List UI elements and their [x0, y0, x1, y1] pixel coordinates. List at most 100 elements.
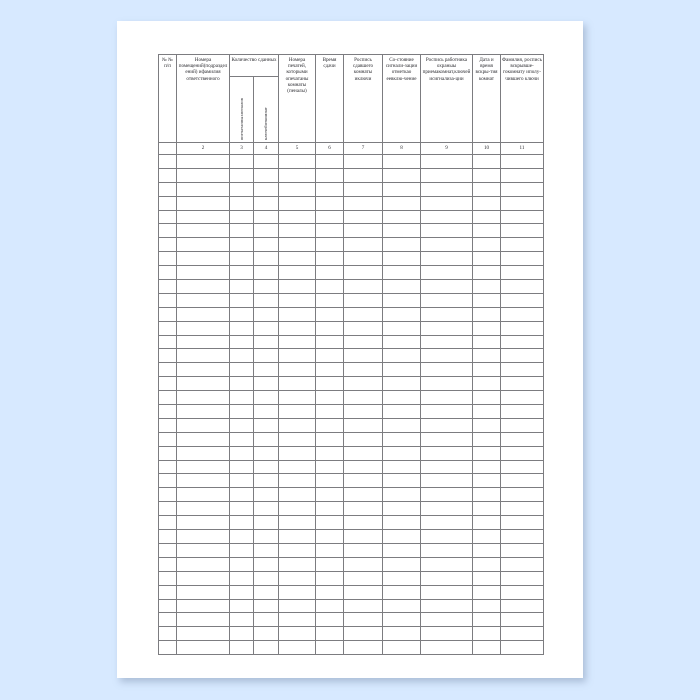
table-cell-empty[interactable]	[253, 279, 279, 294]
table-row[interactable]	[158, 515, 544, 531]
table-cell-empty[interactable]	[176, 195, 230, 211]
table-cell-empty[interactable]	[229, 431, 254, 447]
table-cell-empty[interactable]	[158, 167, 177, 183]
table-cell-empty[interactable]	[472, 154, 501, 169]
table-cell-empty[interactable]	[315, 390, 344, 406]
table-cell-empty[interactable]	[229, 209, 254, 225]
table-cell-empty[interactable]	[315, 570, 344, 586]
table-cell-empty[interactable]	[253, 417, 279, 433]
table-cell-empty[interactable]	[500, 529, 544, 544]
table-cell-empty[interactable]	[253, 459, 279, 475]
table-cell-empty[interactable]	[382, 459, 421, 475]
table-cell-empty[interactable]	[158, 445, 177, 461]
table-cell-empty[interactable]	[472, 556, 501, 572]
table-cell-empty[interactable]	[343, 181, 383, 197]
table-cell-empty[interactable]	[315, 487, 344, 503]
table-row[interactable]	[158, 626, 544, 642]
table-cell-empty[interactable]	[472, 306, 501, 322]
table-cell-empty[interactable]	[472, 223, 501, 239]
table-cell-empty[interactable]	[176, 362, 230, 378]
table-cell-empty[interactable]	[229, 612, 254, 628]
table-cell-empty[interactable]	[158, 376, 177, 392]
table-cell-empty[interactable]	[253, 209, 279, 225]
table-cell-empty[interactable]	[229, 626, 254, 642]
table-cell-empty[interactable]	[343, 598, 383, 614]
table-cell-empty[interactable]	[500, 209, 544, 225]
table-cell-empty[interactable]	[420, 529, 473, 544]
table-row[interactable]	[158, 501, 544, 517]
table-cell-empty[interactable]	[420, 181, 473, 197]
table-cell-empty[interactable]	[382, 251, 421, 267]
table-row[interactable]	[158, 431, 544, 447]
table-cell-empty[interactable]	[472, 167, 501, 183]
table-cell-empty[interactable]	[278, 487, 316, 503]
table-cell-empty[interactable]	[229, 154, 254, 169]
table-cell-empty[interactable]	[253, 431, 279, 447]
table-cell-empty[interactable]	[253, 154, 279, 169]
table-cell-empty[interactable]	[229, 348, 254, 364]
table-cell-empty[interactable]	[343, 265, 383, 281]
table-cell-empty[interactable]	[278, 431, 316, 447]
table-cell-empty[interactable]	[500, 181, 544, 197]
table-cell-empty[interactable]	[253, 640, 279, 656]
table-cell-empty[interactable]	[420, 459, 473, 475]
table-cell-empty[interactable]	[315, 209, 344, 225]
table-row[interactable]	[158, 640, 544, 656]
table-cell-empty[interactable]	[176, 376, 230, 392]
table-cell-empty[interactable]	[420, 612, 473, 628]
table-cell-empty[interactable]	[343, 473, 383, 489]
table-cell-empty[interactable]	[472, 279, 501, 294]
table-cell-empty[interactable]	[176, 181, 230, 197]
table-cell-empty[interactable]	[278, 417, 316, 433]
table-cell-empty[interactable]	[500, 237, 544, 253]
table-cell-empty[interactable]	[253, 181, 279, 197]
table-cell-empty[interactable]	[158, 362, 177, 378]
table-cell-empty[interactable]	[420, 542, 473, 558]
table-cell-empty[interactable]	[176, 431, 230, 447]
table-cell-empty[interactable]	[500, 598, 544, 614]
table-cell-empty[interactable]	[253, 487, 279, 503]
table-cell-empty[interactable]	[343, 459, 383, 475]
table-row[interactable]	[158, 292, 544, 308]
table-cell-empty[interactable]	[382, 167, 421, 183]
table-cell-empty[interactable]	[382, 515, 421, 531]
table-cell-empty[interactable]	[278, 348, 316, 364]
table-cell-empty[interactable]	[253, 362, 279, 378]
table-cell-empty[interactable]	[382, 626, 421, 642]
table-cell-empty[interactable]	[472, 570, 501, 586]
table-cell-empty[interactable]	[253, 223, 279, 239]
table-cell-empty[interactable]	[382, 487, 421, 503]
table-cell-empty[interactable]	[343, 237, 383, 253]
table-cell-empty[interactable]	[420, 348, 473, 364]
table-cell-empty[interactable]	[343, 431, 383, 447]
table-cell-empty[interactable]	[253, 334, 279, 350]
table-row[interactable]	[158, 529, 544, 544]
table-cell-empty[interactable]	[253, 376, 279, 392]
table-cell-empty[interactable]	[382, 417, 421, 433]
table-cell-empty[interactable]	[500, 251, 544, 267]
table-cell-empty[interactable]	[472, 431, 501, 447]
table-row[interactable]	[158, 459, 544, 475]
table-cell-empty[interactable]	[176, 251, 230, 267]
table-cell-empty[interactable]	[343, 501, 383, 517]
table-cell-empty[interactable]	[420, 515, 473, 531]
table-cell-empty[interactable]	[500, 626, 544, 642]
table-cell-empty[interactable]	[158, 501, 177, 517]
table-cell-empty[interactable]	[229, 223, 254, 239]
table-cell-empty[interactable]	[382, 473, 421, 489]
table-cell-empty[interactable]	[343, 334, 383, 350]
table-cell-empty[interactable]	[472, 195, 501, 211]
table-cell-empty[interactable]	[315, 445, 344, 461]
table-row[interactable]	[158, 223, 544, 239]
table-cell-empty[interactable]	[420, 167, 473, 183]
table-cell-empty[interactable]	[278, 209, 316, 225]
table-cell-empty[interactable]	[253, 529, 279, 544]
table-cell-empty[interactable]	[420, 640, 473, 656]
table-cell-empty[interactable]	[278, 362, 316, 378]
table-cell-empty[interactable]	[472, 529, 501, 544]
table-cell-empty[interactable]	[158, 459, 177, 475]
table-cell-empty[interactable]	[420, 417, 473, 433]
table-cell-empty[interactable]	[472, 348, 501, 364]
table-cell-empty[interactable]	[315, 181, 344, 197]
table-cell-empty[interactable]	[278, 320, 316, 336]
